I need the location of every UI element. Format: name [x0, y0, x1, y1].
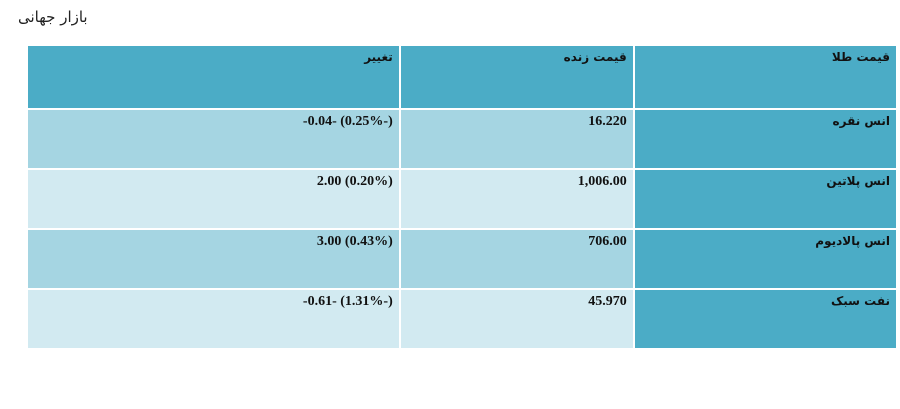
page-title: بازار جهانی: [18, 8, 88, 26]
row-name: انس پالادیوم: [632, 228, 899, 290]
table-row-palladium: انس پالادیوم 706.00 (0.43%) 3.00: [26, 228, 899, 290]
row-name: انس پلاتین: [632, 168, 899, 230]
header-gold-price: قیمت طلا: [632, 44, 899, 110]
header-live-price: قیمت زنده: [398, 44, 635, 110]
table-row-light-oil: نفت سبک 45.970 (-1.31%) -0.61-: [26, 288, 899, 350]
row-price: 1,006.00: [398, 168, 635, 230]
row-change: (0.20%) 2.00: [26, 168, 401, 230]
table-row-silver: انس نقره 16.220 (-0.25%) -0.04-: [26, 108, 899, 170]
row-name: انس نقره: [632, 108, 899, 170]
row-change: (-1.31%) -0.61-: [26, 288, 401, 350]
row-name: نفت سبک: [632, 288, 899, 350]
row-price: 706.00: [398, 228, 635, 290]
world-market-table: قیمت طلا قیمت زنده تغییر انس نقره 16.220…: [26, 44, 899, 350]
table-row-platinum: انس پلاتین 1,006.00 (0.20%) 2.00: [26, 168, 899, 230]
header-change: تغییر: [26, 44, 401, 110]
row-price: 16.220: [398, 108, 635, 170]
row-price: 45.970: [398, 288, 635, 350]
row-change: (0.43%) 3.00: [26, 228, 401, 290]
table-header-row: قیمت طلا قیمت زنده تغییر: [26, 44, 899, 110]
row-change: (-0.25%) -0.04-: [26, 108, 401, 170]
